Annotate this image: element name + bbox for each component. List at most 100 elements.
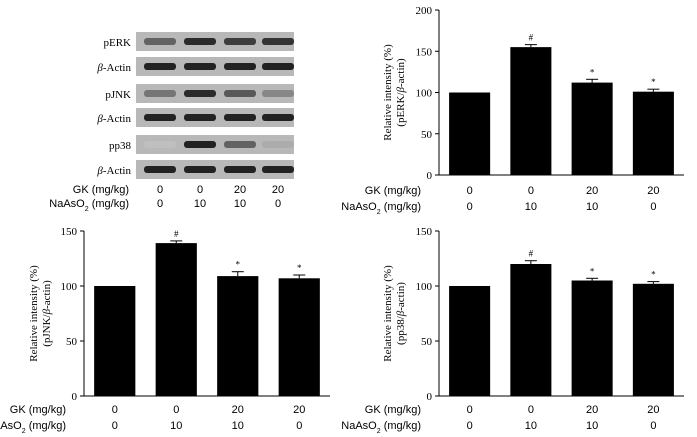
chart1-y-tick-label: 100: [61, 281, 78, 293]
chart0-condition-value: 20: [586, 185, 598, 197]
chart1-condition-value: 0: [112, 404, 118, 416]
blot-protein-label: β-Actin: [96, 113, 131, 125]
chart0-condition-label: GK (mg/kg): [365, 185, 421, 197]
blot-band: [144, 90, 176, 97]
blot-band: [224, 90, 256, 97]
blot-band: [262, 141, 294, 148]
blot-band: [262, 38, 294, 45]
chart0-significance-mark: *: [651, 77, 656, 87]
chart2-y-tick-label: 50: [421, 336, 433, 348]
chart1-y-tick-label: 150: [61, 226, 78, 238]
chart0-significance-mark: #: [529, 33, 534, 43]
blot-band: [184, 114, 216, 121]
blot-condition-value: 20: [272, 184, 284, 196]
blot-band: [184, 141, 216, 148]
chart1-condition-value: 0: [112, 420, 118, 432]
blot-band: [144, 63, 176, 70]
blot-band: [184, 63, 216, 70]
blot-band: [224, 38, 256, 45]
chart2-condition-label: GK (mg/kg): [365, 404, 421, 416]
chart0-condition-value: 0: [467, 201, 473, 213]
chart1-y-label-sub: (pJNK/β-actin): [41, 280, 53, 347]
chart0-condition-label: NaAsO2 (mg/kg): [341, 201, 421, 216]
blot-protein-label: pp38: [109, 140, 132, 152]
blot-protein-label: pERK: [104, 37, 132, 49]
blot-band: [262, 114, 294, 121]
chart2-bar: [510, 264, 552, 396]
chart1-bar: [155, 243, 197, 396]
chart2-y-label: Relative intensity (%): [382, 265, 394, 362]
chart0-bar: [510, 47, 552, 175]
chart2-significance-mark: *: [590, 266, 595, 276]
chart2-y-tick-label: 150: [416, 226, 433, 238]
chart0-y-label-sub: (pERK/β-actin): [395, 58, 407, 127]
chart1-y-label: Relative intensity (%): [28, 265, 40, 362]
chart1-significance-mark: *: [297, 263, 302, 273]
blot-band: [144, 114, 176, 121]
chart2-condition-value: 0: [650, 420, 656, 432]
chart0-y-tick-label: 150: [416, 46, 433, 58]
blot-band: [224, 114, 256, 121]
chart0-bar: [571, 82, 613, 175]
blot-condition-label: GK (mg/kg): [73, 184, 129, 196]
chart0-y-label: Relative intensity (%): [382, 44, 394, 141]
chart2-bar: [632, 283, 674, 396]
chart0-y-tick-label: 50: [421, 129, 433, 141]
blot-condition-value: 0: [197, 184, 203, 196]
chart1-condition-value: 0: [296, 420, 302, 432]
chart2-condition-value: 0: [528, 404, 534, 416]
chart0-y-tick-label: 200: [416, 5, 433, 17]
blot-condition-value: 10: [234, 198, 246, 210]
chart1-significance-mark: #: [174, 229, 179, 239]
blot-band: [224, 166, 256, 173]
blot-band: [224, 141, 256, 148]
chart1-condition-value: 0: [173, 404, 179, 416]
chart2-condition-value: 0: [467, 420, 473, 432]
chart2-y-tick-label: 0: [427, 391, 433, 403]
chart1-condition-value: 10: [232, 420, 244, 432]
blot-band: [184, 90, 216, 97]
blot-band: [184, 166, 216, 173]
blot-protein-label: β-Actin: [96, 62, 131, 74]
chart0-condition-value: 20: [647, 185, 659, 197]
chart1-condition-value: 20: [293, 404, 305, 416]
blot-protein-label: β-Actin: [96, 165, 131, 177]
chart1-bar: [217, 276, 259, 396]
chart2-y-label-sub: (pp38/β-actin): [395, 282, 407, 345]
chart1-condition-value: 10: [170, 420, 182, 432]
blot-condition-value: 0: [157, 184, 163, 196]
blot-band: [262, 90, 294, 97]
blot-band: [144, 38, 176, 45]
chart1-y-tick-label: 50: [66, 336, 78, 348]
chart0-condition-value: 0: [650, 201, 656, 213]
chart2-condition-value: 20: [586, 404, 598, 416]
chart2-significance-mark: *: [651, 270, 656, 280]
chart2-condition-value: 0: [467, 404, 473, 416]
chart1-significance-mark: *: [236, 260, 241, 270]
chart0-condition-value: 10: [586, 201, 598, 213]
blot-band: [144, 141, 176, 148]
chart0-condition-value: 0: [467, 185, 473, 197]
blot-protein-label: pJNK: [105, 89, 131, 101]
blot-condition-value: 0: [275, 198, 281, 210]
chart2-condition-label: NaAsO2 (mg/kg): [341, 420, 421, 435]
blot-condition-value: 0: [157, 198, 163, 210]
chart2-condition-value: 10: [586, 420, 598, 432]
chart2-condition-value: 10: [525, 420, 537, 432]
blot-condition-label: NaAsO2 (mg/kg): [49, 198, 129, 213]
chart2-bar: [571, 280, 613, 396]
chart1-bar: [94, 286, 136, 396]
chart0-condition-value: 0: [528, 185, 534, 197]
chart0-condition-value: 10: [525, 201, 537, 213]
blot-condition-value: 20: [234, 184, 246, 196]
chart1-condition-label: NaAsO2 (mg/kg): [0, 420, 66, 435]
chart0-y-tick-label: 100: [416, 88, 433, 100]
chart1-bar: [278, 278, 320, 396]
chart0-bar: [632, 91, 674, 175]
blot-band: [262, 63, 294, 70]
chart1-condition-label: GK (mg/kg): [10, 404, 66, 416]
